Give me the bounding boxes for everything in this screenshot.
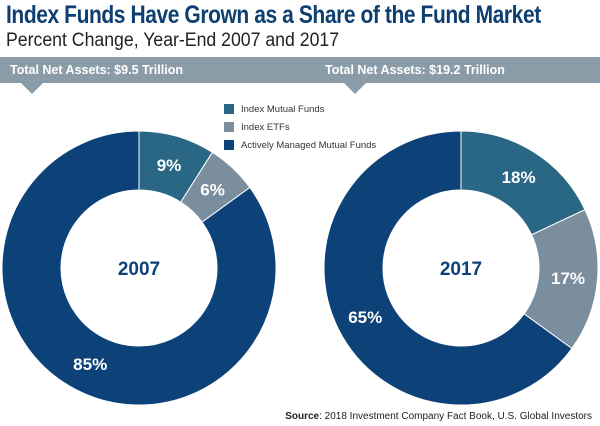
slice-label: 17% [551, 269, 585, 288]
assets-banner [0, 57, 600, 83]
donut-slice [1, 130, 277, 406]
center-year-label: 2017 [440, 259, 482, 280]
legend-item: Index Mutual Funds [224, 100, 376, 118]
legend-label: Actively Managed Mutual Funds [241, 139, 377, 151]
source-label: Source [285, 411, 320, 422]
legend-item: Actively Managed Mutual Funds [224, 136, 376, 154]
legend-label: Index ETFs [241, 121, 290, 133]
banner-pointer [21, 83, 43, 94]
legend-swatch [224, 122, 234, 132]
chart-subtitle: Percent Change, Year-End 2007 and 2017 [6, 30, 340, 51]
slice-label: 6% [200, 181, 225, 200]
legend-item: Index ETFs [224, 118, 376, 136]
slice-label: 18% [502, 168, 536, 187]
legend-swatch [224, 104, 234, 114]
slice-label: 9% [157, 156, 182, 175]
center-year-label: 2007 [118, 259, 160, 280]
slice-label: 85% [73, 355, 107, 374]
banner-pointer [344, 83, 366, 94]
slice-label: 65% [348, 308, 382, 327]
legend-label: Index Mutual Funds [241, 103, 325, 115]
chart-title: Index Funds Have Grown as a Share of the… [6, 1, 541, 29]
legend-swatch [224, 140, 234, 150]
total-assets-2017: Total Net Assets: $19.2 Trillion [325, 63, 505, 77]
source-text: : 2018 Investment Company Fact Book, U.S… [319, 411, 592, 422]
legend: Index Mutual Funds Index ETFs Actively M… [224, 100, 376, 154]
donut-slice [323, 130, 573, 406]
source-note: Source: 2018 Investment Company Fact Boo… [285, 410, 592, 423]
total-assets-2007: Total Net Assets: $9.5 Trillion [10, 63, 183, 77]
